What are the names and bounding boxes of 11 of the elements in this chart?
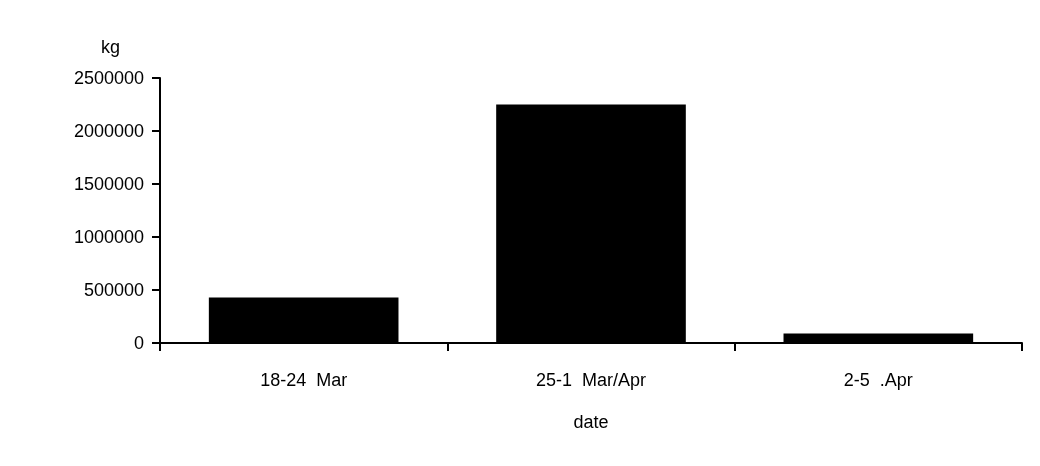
y-tick-label: 2000000 [73, 121, 144, 141]
y-tick-label: 1500000 [73, 174, 144, 194]
y-tick-label: 0 [133, 333, 144, 353]
y-axis-title: kg [100, 37, 120, 57]
y-tick-label: 2500000 [73, 68, 144, 88]
x-axis-title: date [573, 412, 609, 432]
y-tick-label: 1000000 [73, 227, 144, 247]
x-tick-label: 18-24 Mar [260, 370, 348, 390]
y-tick-label: 500000 [83, 280, 144, 300]
x-tick-label: 25-1 Mar/Apr [535, 370, 647, 390]
x-tick-label: 2-5 .Apr [843, 370, 913, 390]
